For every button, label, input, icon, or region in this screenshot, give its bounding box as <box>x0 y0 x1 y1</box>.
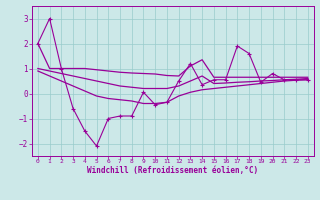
X-axis label: Windchill (Refroidissement éolien,°C): Windchill (Refroidissement éolien,°C) <box>87 166 258 175</box>
